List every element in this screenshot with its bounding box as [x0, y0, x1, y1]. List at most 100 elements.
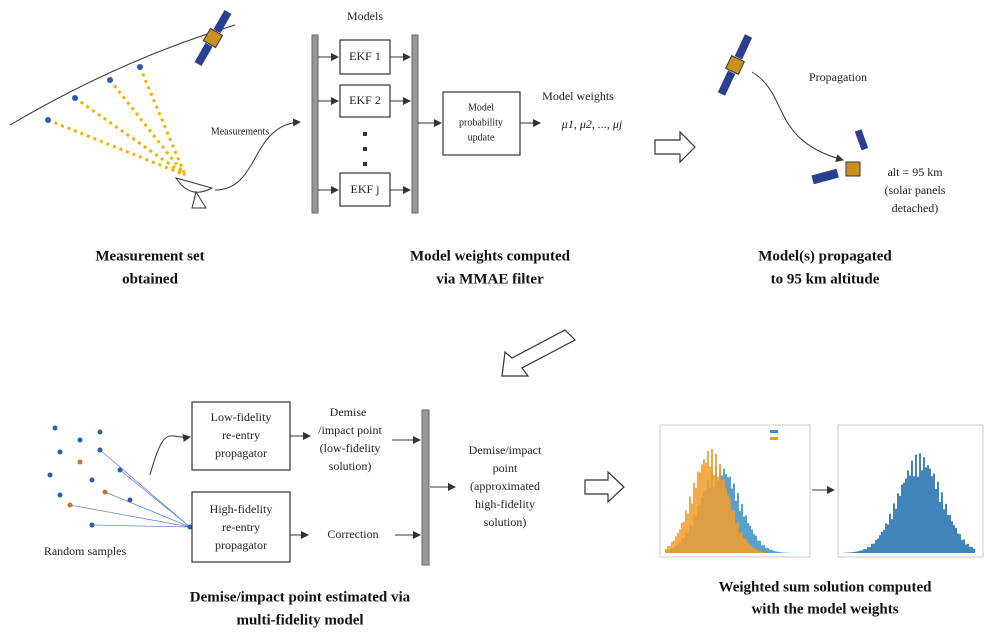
histogram-bar: [885, 523, 887, 553]
histogram-bar: [859, 550, 861, 553]
histogram-bar: [917, 476, 919, 553]
histogram-bar: [849, 552, 851, 553]
histogram-bar: [679, 529, 681, 553]
histogram-bar: [857, 551, 859, 553]
box-label: propagator: [215, 538, 267, 552]
histogram-bar: [757, 550, 759, 553]
histogram-bar: [699, 472, 701, 553]
histogram-bar: [939, 502, 941, 553]
label: solution): [484, 515, 527, 529]
histogram-bar: [935, 489, 937, 553]
histogram-bar: [683, 521, 685, 553]
caption: Weighted sum solution computed: [719, 579, 933, 595]
histogram-bar: [929, 468, 931, 553]
histogram-bar: [773, 550, 775, 553]
histogram-bar: [767, 548, 769, 553]
measurement-points: [45, 64, 143, 123]
histogram-bar: [943, 509, 945, 553]
histogram-bar: [973, 548, 975, 553]
histogram-bar: [851, 552, 853, 553]
flow-arrow: [584, 470, 625, 504]
box-label: probability: [459, 117, 503, 128]
ellipsis: [363, 132, 367, 166]
histogram-bar: [693, 482, 695, 553]
histogram-bar: [759, 540, 761, 553]
histogram-bar: [761, 551, 763, 553]
connector: [149, 434, 191, 476]
histogram-bar: [883, 529, 885, 553]
ekf-box: [339, 39, 391, 75]
histogram-bar: [971, 547, 973, 553]
measurement-rays: [47, 66, 187, 177]
histogram-bar: [965, 544, 967, 553]
histogram-bar: [669, 545, 671, 553]
box-label: High-fidelity: [210, 502, 273, 516]
histogram-bar: [875, 539, 877, 553]
histogram-bar: [701, 464, 703, 553]
histogram-bar: [763, 544, 765, 553]
histogram-bar: [665, 549, 667, 553]
histogram-bar: [927, 465, 929, 553]
histogram-bar: [903, 482, 905, 553]
legend-swatch: [770, 430, 778, 433]
label: Random samples: [44, 544, 127, 558]
box-label: update: [468, 132, 495, 143]
label: (approximated: [470, 479, 540, 493]
label: (solar panels: [885, 183, 946, 197]
label: Model weights: [542, 89, 614, 103]
histogram-bar: [743, 516, 745, 553]
histogram-bar: [869, 547, 871, 553]
histogram-bar: [711, 449, 713, 553]
histogram-bar: [893, 503, 895, 553]
histogram-bar: [735, 523, 737, 553]
panel-multifidelity: Random samples Low-fidelity re-entry pro…: [44, 401, 542, 628]
histogram-bar: [745, 539, 747, 553]
histogram-bar: [895, 508, 897, 553]
histogram-bar: [695, 487, 697, 553]
satellite: [717, 34, 753, 96]
sample-lines: [69, 449, 191, 528]
histogram-bar: [867, 546, 869, 553]
histogram-bar: [719, 464, 721, 553]
panel-mmae: Models EKF 1 EKF 2 EKF j Model probabili…: [311, 9, 623, 287]
histogram-bar: [751, 546, 753, 553]
propagator-box: [191, 491, 291, 563]
bus-bar: [411, 34, 419, 214]
histogram: [665, 449, 805, 553]
histogram-bar: [775, 551, 777, 553]
histogram-bar: [681, 522, 683, 553]
satellite: [194, 10, 232, 66]
histogram-bar: [911, 460, 913, 553]
histogram-bar: [753, 534, 755, 553]
histogram-bar: [755, 535, 757, 553]
update-box: [442, 91, 521, 156]
caption: obtained: [122, 271, 179, 287]
histogram-bar: [779, 552, 781, 553]
box-label: Low-fidelity: [211, 410, 272, 424]
histogram-bar: [737, 521, 739, 553]
histogram-bar: [933, 473, 935, 553]
box-label: Model: [468, 102, 494, 113]
histogram-bar: [747, 523, 749, 553]
histogram-bar: [715, 453, 717, 553]
histogram-bar: [949, 515, 951, 553]
histogram-bar: [889, 513, 891, 553]
histogram-bar: [723, 478, 725, 553]
trajectory: [751, 71, 844, 163]
panel-weighted-sum: Weighted sum solution computed with the …: [659, 424, 984, 617]
histogram-bar: [863, 549, 865, 553]
label: Models: [347, 9, 383, 23]
panel-measurement: Measurements Measurement set obtained: [9, 10, 301, 287]
histogram-bar: [765, 547, 767, 553]
histogram-bar: [749, 544, 751, 553]
histogram-bar: [931, 476, 933, 553]
histogram-bar: [961, 539, 963, 553]
histogram-bar: [871, 543, 873, 553]
caption: via MMAE filter: [436, 271, 544, 287]
histogram-bar: [689, 496, 691, 553]
histogram-bar: [969, 546, 971, 553]
histogram-bar: [921, 470, 923, 553]
label: Propagation: [809, 70, 867, 84]
label: point: [493, 461, 518, 475]
